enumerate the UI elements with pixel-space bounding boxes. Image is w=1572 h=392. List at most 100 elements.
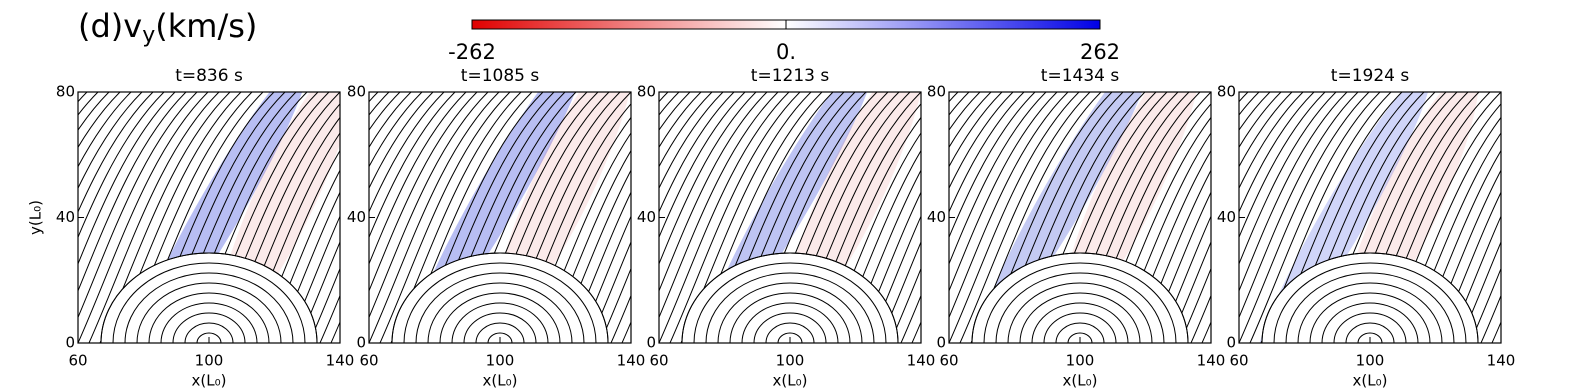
- x-tick-label: 100: [1356, 352, 1385, 370]
- field-loop: [765, 322, 815, 343]
- field-loop: [391, 252, 609, 343]
- colorbar-tick-label: -262: [448, 40, 496, 64]
- panel: [369, 92, 631, 343]
- field-line: [659, 92, 757, 266]
- field-loop: [1357, 332, 1383, 343]
- field-line: [949, 92, 992, 149]
- field-line: [1480, 294, 1501, 343]
- field-loop: [777, 332, 803, 343]
- field-line: [1239, 92, 1337, 266]
- field-loop: [487, 332, 513, 343]
- field-loop: [136, 282, 282, 343]
- x-tick-label: 100: [486, 352, 515, 370]
- field-line: [1558, 92, 1572, 343]
- field-loop: [403, 262, 597, 343]
- field-line: [78, 92, 198, 319]
- field-loop: [148, 292, 270, 343]
- y-tick-label: 80: [56, 83, 75, 101]
- field-line: [1190, 294, 1211, 343]
- field-line: [949, 92, 1003, 168]
- label-subscript: y: [142, 23, 155, 48]
- field-loop: [172, 312, 246, 343]
- field-line: [78, 92, 165, 239]
- field-line: [1179, 267, 1211, 343]
- field-line: [369, 92, 423, 168]
- field-line: [659, 92, 691, 131]
- x-tick-label: 140: [326, 352, 355, 370]
- field-line: [659, 92, 779, 319]
- label-part: (d)v: [78, 7, 142, 45]
- x-tick-label: 60: [68, 352, 87, 370]
- field-line: [369, 92, 456, 239]
- field-line: [900, 294, 921, 343]
- field-line: [1239, 92, 1304, 190]
- panel-title: t=1213 s: [751, 66, 830, 86]
- field-line: [369, 92, 478, 293]
- panel: [78, 92, 340, 343]
- field-line: [369, 92, 434, 190]
- y-tick-label: 0: [1226, 334, 1236, 352]
- field-line: [78, 92, 121, 149]
- label-part: (km/s): [155, 7, 257, 45]
- field-line: [369, 92, 489, 319]
- field-loop: [475, 322, 525, 343]
- field-line: [379, 92, 511, 343]
- field-loop: [1031, 302, 1129, 343]
- field-loop: [753, 312, 827, 343]
- field-loop: [439, 292, 561, 343]
- field-line: [1547, 92, 1572, 343]
- field-loop: [196, 332, 222, 343]
- colorbar-tick-label: 262: [1080, 40, 1120, 64]
- field-loop: [184, 322, 234, 343]
- x-tick-label: 60: [359, 352, 378, 370]
- field-line: [949, 92, 1047, 266]
- field-loop: [1261, 252, 1479, 343]
- y-tick-label: 0: [65, 334, 75, 352]
- x-axis-label: x(L₀): [192, 372, 227, 390]
- field-line: [1239, 92, 1359, 319]
- x-axis-label: x(L₀): [1063, 372, 1098, 390]
- field-line: [659, 92, 768, 293]
- field-loop: [415, 272, 585, 343]
- field-line: [78, 92, 154, 214]
- field-loop: [1067, 332, 1093, 343]
- y-tick-label: 0: [936, 334, 946, 352]
- field-loop: [112, 262, 306, 343]
- field-loop: [1309, 292, 1431, 343]
- field-line: [1536, 92, 1572, 343]
- field-line: [1491, 320, 1501, 343]
- y-tick-label: 40: [56, 208, 75, 226]
- field-line: [588, 240, 631, 343]
- field-line: [1469, 267, 1501, 343]
- field-loop: [1297, 282, 1443, 343]
- field-line: [949, 92, 1036, 239]
- figure-label: (d)vy(km/s): [78, 7, 257, 48]
- field-line: [669, 92, 801, 343]
- field-loop: [983, 262, 1177, 343]
- field-line: [959, 92, 1091, 343]
- field-line: [1239, 92, 1315, 214]
- y-tick-label: 0: [646, 334, 656, 352]
- y-axis-label: y(L₀): [27, 200, 45, 235]
- panel-title: t=1434 s: [1041, 66, 1120, 86]
- field-line: [949, 92, 1058, 293]
- field-line: [1239, 92, 1370, 343]
- field-line: [1458, 240, 1501, 343]
- field-line: [949, 92, 981, 131]
- field-loop: [1019, 292, 1141, 343]
- field-line: [1249, 92, 1381, 343]
- field-loop: [124, 272, 294, 343]
- field-line: [88, 92, 220, 343]
- field-line: [78, 92, 110, 131]
- field-line: [297, 240, 340, 343]
- x-tick-label: 60: [649, 352, 668, 370]
- field-line: [659, 92, 790, 343]
- field-line: [889, 267, 921, 343]
- x-axis-label: x(L₀): [773, 372, 808, 390]
- field-line: [78, 92, 209, 343]
- x-tick-label: 100: [1066, 352, 1095, 370]
- colorbar-tick-label: 0.: [776, 40, 796, 64]
- y-tick-label: 40: [927, 208, 946, 226]
- field-loop: [1007, 282, 1153, 343]
